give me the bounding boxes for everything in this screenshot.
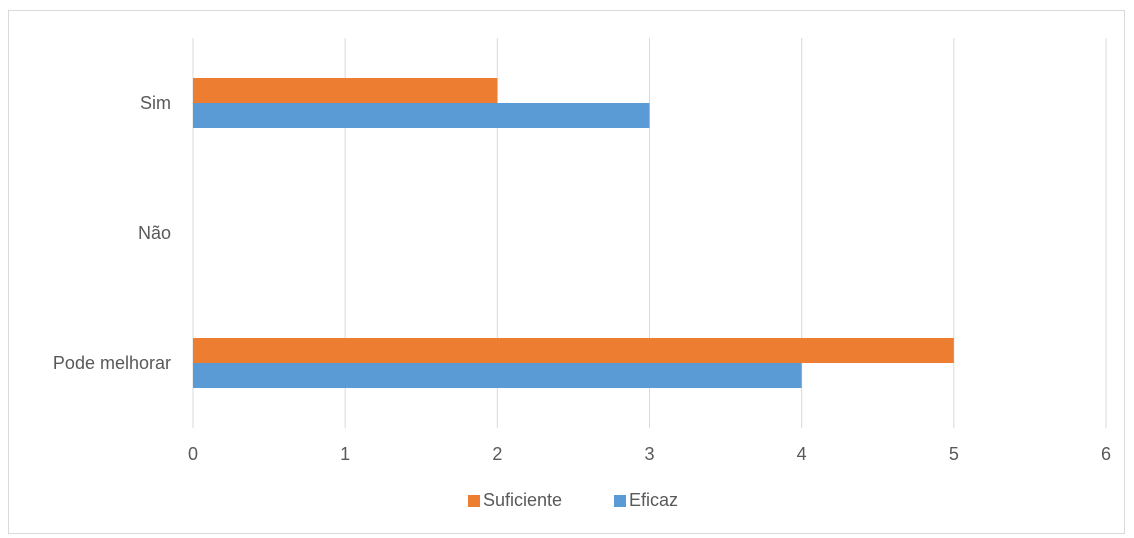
legend-swatch-0: [468, 495, 480, 507]
x-tick-label-0: 0: [188, 444, 198, 464]
category-label-1: Não: [138, 223, 171, 243]
bar-suficiente-0: [193, 78, 498, 103]
bar-suficiente-2: [193, 338, 954, 363]
x-tick-label-1: 1: [340, 444, 350, 464]
category-label-0: Sim: [140, 93, 171, 113]
bar-eficaz-0: [193, 103, 650, 128]
category-label-2: Pode melhorar: [53, 353, 171, 373]
x-tick-label-5: 5: [949, 444, 959, 464]
x-tick-label-2: 2: [492, 444, 502, 464]
bar-eficaz-2: [193, 363, 802, 388]
x-tick-label-4: 4: [797, 444, 807, 464]
legend-swatch-1: [614, 495, 626, 507]
x-tick-label-3: 3: [644, 444, 654, 464]
legend-label-1: Eficaz: [629, 490, 678, 510]
x-tick-label-6: 6: [1101, 444, 1111, 464]
legend-label-0: Suficiente: [483, 490, 562, 510]
